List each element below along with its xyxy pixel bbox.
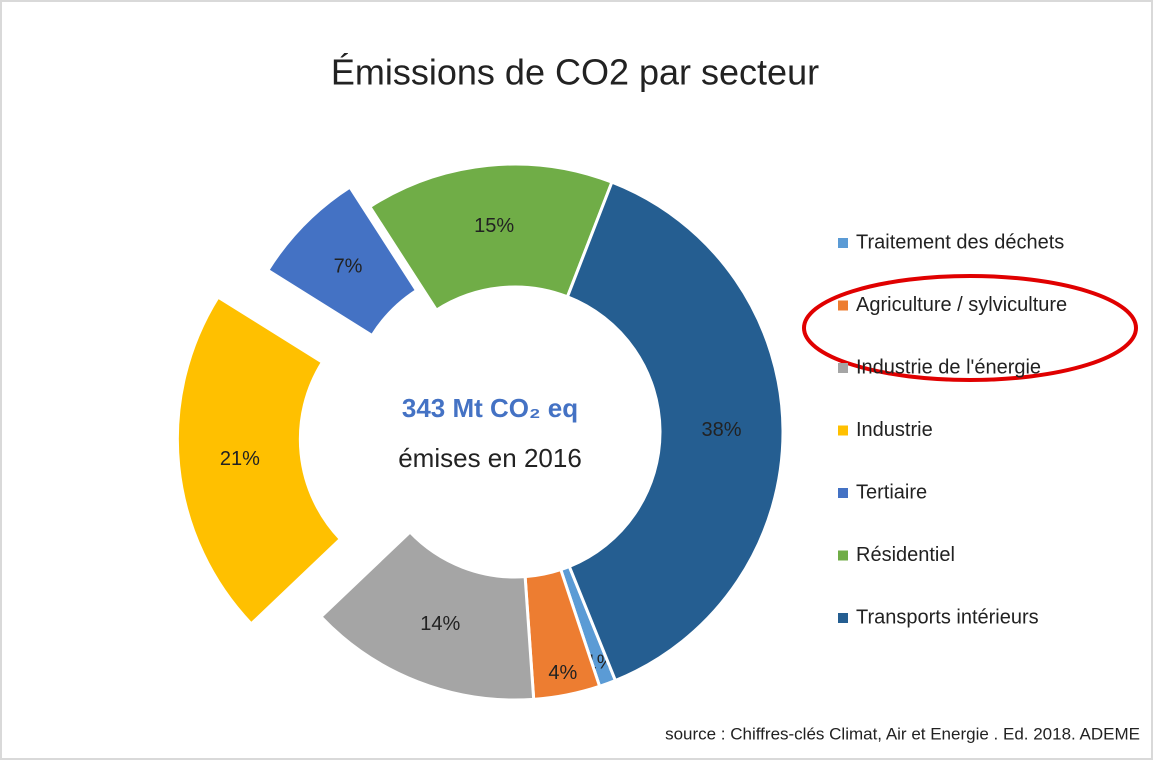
data-label: 21%: [220, 448, 260, 470]
data-label: 7%: [334, 256, 363, 278]
legend-swatch: [838, 488, 848, 498]
data-label: 38%: [701, 419, 741, 441]
center-sublabel: émises en 2016: [398, 443, 582, 473]
slice: [175, 294, 343, 627]
legend-label: Résidentiel: [856, 544, 955, 566]
data-label: 15%: [474, 215, 514, 237]
legend-label: Traitement des déchets: [856, 231, 1064, 253]
legend-swatch: [838, 425, 848, 436]
legend-swatch: [838, 550, 848, 561]
slice: [318, 529, 536, 702]
legend-swatch: [838, 238, 848, 248]
legend-swatch: [838, 300, 848, 311]
chart-title: Émissions de CO2 par secteur: [331, 52, 819, 93]
legend-label: Agriculture / sylviculture: [856, 294, 1067, 316]
legend-label: Industrie de l'énergie: [856, 356, 1041, 378]
legend-label: Tertiaire: [856, 481, 927, 503]
data-label: 4%: [548, 662, 577, 684]
slice: [565, 180, 785, 683]
highlight-ellipse: [802, 274, 1138, 382]
slice: [367, 162, 614, 313]
center-label: 343 Mt CO₂ eq: [402, 393, 578, 423]
legend-swatch: [838, 363, 848, 373]
legend-label: Industrie: [856, 419, 933, 441]
legend-swatch: [838, 613, 848, 623]
source: source : Chiffres-clés Climat, Air et En…: [665, 724, 1140, 743]
slice: [265, 184, 419, 338]
legend-label: Transports intérieurs: [856, 606, 1039, 628]
data-label: 14%: [420, 613, 460, 635]
